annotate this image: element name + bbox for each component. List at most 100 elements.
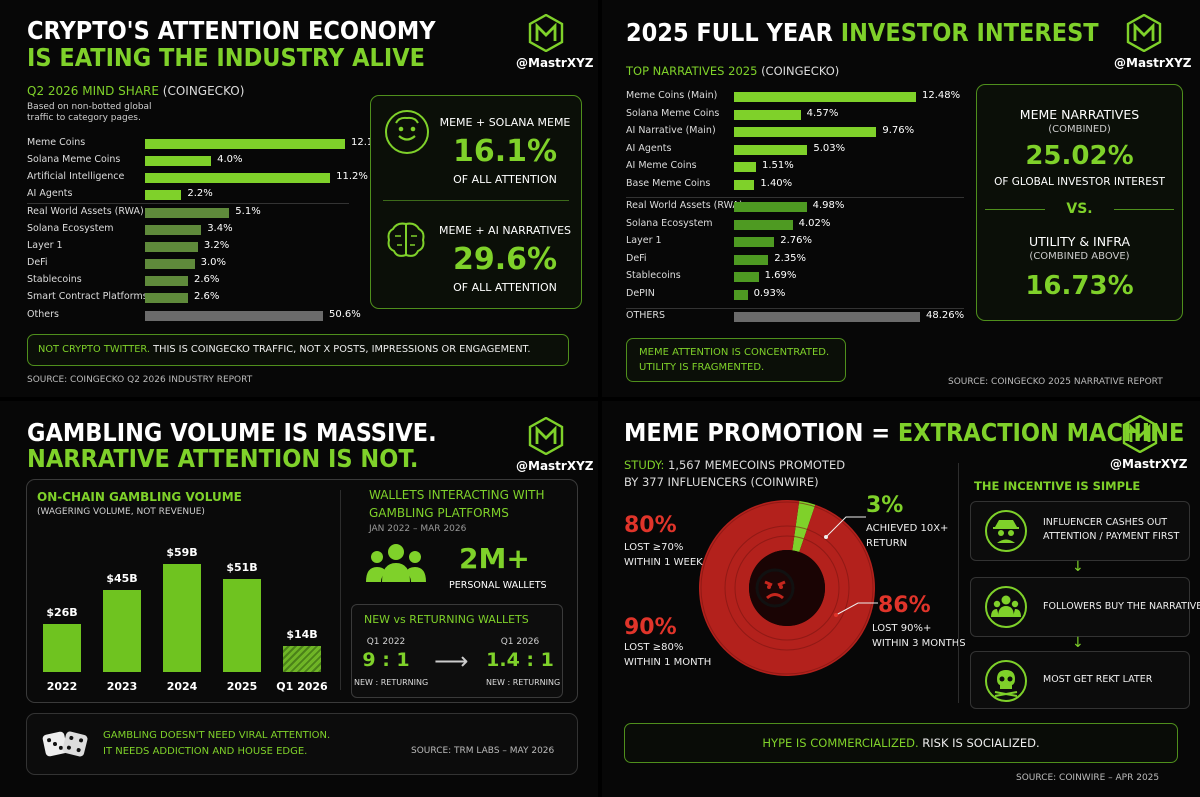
panel4-title: MEME PROMOTION = EXTRACTION MACHINE [624,418,1184,447]
wallets-value: 2M+ [459,542,530,575]
bar-value: 4.57% [806,107,839,119]
footnote-text: NOT CRYPTO TWITTER. THIS IS COINGECKO TR… [38,344,530,355]
bar-row: AI Agents 5.03% [626,141,971,158]
down-arrow-icon: ↓ [1072,635,1084,651]
bar [734,254,769,265]
bar-label: AI Meme Coins [626,160,697,171]
callout-line2: UTILITY IS FRAGMENTED. [639,362,765,373]
skull-icon [985,660,1027,702]
down-arrow-icon: ↓ [1072,559,1084,575]
bar [734,219,793,230]
nr-right-value: 1.4 : 1 [486,649,554,671]
bar-value: 12.1% [351,137,383,148]
followers-group-icon [985,586,1027,628]
handle: @MastrXYZ [1110,457,1188,471]
bar [145,276,188,286]
bar [145,259,195,269]
side-head1b: (COMBINED) [1048,124,1111,135]
study-rest: 1,567 MEMECOINS PROMOTED [668,458,846,472]
panel-investor-interest: 2025 FULL YEAR INVESTOR INTEREST @MastrX… [602,0,1200,397]
year-label: 2024 [166,680,198,693]
bar-row: OTHERS 48.26% [626,308,971,325]
bar-value: 2.6% [193,291,220,302]
bar [734,127,877,137]
bar-row: Others 50.6% [27,307,361,324]
note-line2: traffic to category pages. [27,113,141,123]
incentive-step-3: MOST GET REKT LATER [970,651,1190,709]
leader-line-3 [824,516,866,539]
bar-row: Stablecoins 2.6% [27,272,357,289]
subtitle-rest: (COINGECKO) [162,84,245,98]
stat90-line2: WITHIN 1 MONTH [624,657,712,668]
bar-label: Others [27,309,59,320]
bar-label: OTHERS [626,310,666,321]
footer-line2: IT NEEDS ADDICTION AND HOUSE EDGE. [103,746,308,757]
mastrxyz-logo: @MastrXYZ [516,417,594,473]
volume-label: $51B [226,560,258,574]
bar-row: AI Meme Coins 1.51% [626,158,971,175]
panel1-subtitle: Q2 2026 MIND SHARE (COINGECKO) [27,84,244,98]
bar-label: DeFi [626,252,647,264]
bar-value: 1.69% [764,270,797,281]
bar-row: Stablecoins 1.69% [626,268,971,285]
divider [626,197,964,198]
spy-influencer-icon [985,510,1027,552]
bar-row: DeFi 2.35% [626,251,971,268]
bar-row: Base Meme Coins 1.40% [626,176,971,193]
donut-ring [724,525,850,651]
bar-label: DeFi [27,257,48,268]
banner-text: HYPE IS COMMERCIALIZED. RISK IS SOCIALIZ… [625,736,1177,750]
study-line1: STUDY: 1,567 MEMECOINS PROMOTED [624,458,845,472]
panel1-title-line2: IS EATING THE INDUSTRY ALIVE [27,43,425,72]
bar-value: 9.76% [882,125,915,136]
panel2-title: 2025 FULL YEAR INVESTOR INTEREST [626,18,1099,47]
bar-value: 3.0% [200,257,226,268]
bar-value: 48.26% [926,310,965,321]
bar-label: Real World Assets (RWA) [626,200,743,211]
bar [734,237,775,247]
nr-right-caption: NEW : RETURNING [486,678,561,687]
box2-caption: OF ALL ATTENTION [453,281,557,294]
side-cap1: OF GLOBAL INVESTOR INTEREST [994,176,1165,188]
bar-value: 4.02% [798,217,831,229]
bar-row: Real World Assets (RWA) 5.1% [27,204,357,221]
nr-left-value: 9 : 1 [362,649,410,671]
brain-icon [385,220,425,260]
handle: @MastrXYZ [516,56,594,70]
title-white: 2025 FULL YEAR [626,18,833,47]
users-group-icon [366,544,426,582]
wallets-title-line2: GAMBLING PLATFORMS [369,506,509,520]
bar-value: 3.2% [203,240,230,251]
bar-row: Smart Contract Platforms 2.6% [27,289,357,306]
bar-row: AI Agents 2.2% [27,186,357,203]
bar-label: Stablecoins [27,274,82,285]
m-hexagon-icon [1122,415,1158,453]
bar [145,156,212,166]
footnote-green: NOT CRYPTO TWITTER. [38,344,150,355]
handle: @MastrXYZ [516,459,594,473]
panel-meme-promotion: MEME PROMOTION = EXTRACTION MACHINE @Mas… [602,401,1200,797]
volume-label: $14B [286,628,318,642]
bar-value: 3.4% [207,223,233,234]
bar-value: 11.2% [336,171,368,182]
bar [145,139,345,149]
bar-value: 4.0% [217,154,243,165]
bar-label: Meme Coins (Main) [626,90,718,101]
side-head1: MEME NARRATIVES [1019,107,1140,122]
volume-label: $45B [106,571,138,585]
bar-label: Solana Meme Coins [626,107,720,119]
bar-row: Real World Assets (RWA) 4.98% [626,198,971,215]
bar-label: Solana Ecosystem [27,223,114,234]
panel2-subtitle: TOP NARRATIVES 2025 (COINGECKO) [626,64,839,78]
bar [734,92,916,102]
bar-value: 2.6% [193,274,220,285]
wallets-range: JAN 2022 – MAR 2026 [369,524,467,534]
meme-vs-utility-box: MEME NARRATIVES (COMBINED) 25.02% OF GLO… [976,84,1183,321]
bar-value: 2.76% [780,235,813,246]
bar [145,190,182,200]
subtitle-rest: (COINGECKO) [761,64,840,78]
mastrxyz-logo: @MastrXYZ [1114,14,1191,70]
donut-ring [734,535,840,641]
bar-value: 2.35% [774,252,807,264]
volume-label: $59B [166,546,198,559]
